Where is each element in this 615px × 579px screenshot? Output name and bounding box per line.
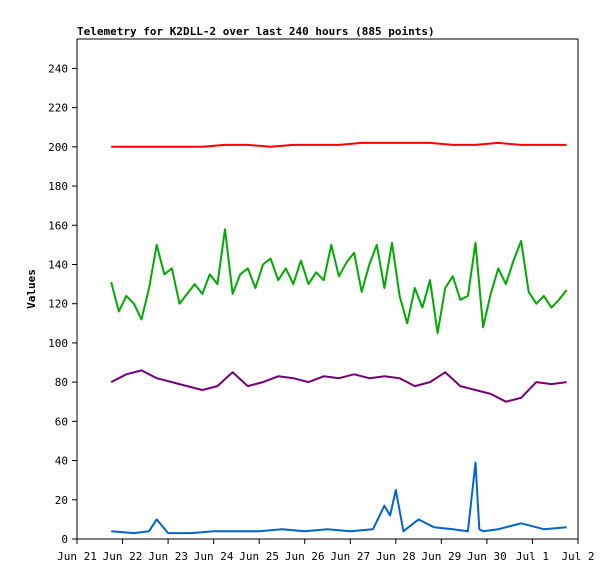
series-layer xyxy=(110,141,568,535)
y-tick-label: 60 xyxy=(55,415,68,428)
x-tick-label: Jun 28 xyxy=(376,550,416,563)
y-tick-label: 20 xyxy=(55,494,68,507)
y-tick-label: 140 xyxy=(48,258,68,271)
y-axis-label: Values xyxy=(25,269,38,309)
x-tick-label: Jun 22 xyxy=(103,550,143,563)
y-tick-label: 80 xyxy=(55,376,68,389)
y-tick-label: 100 xyxy=(48,337,68,350)
y-tick-label: 220 xyxy=(48,102,68,115)
series-line-2 xyxy=(110,228,568,335)
series-line-1 xyxy=(111,141,567,148)
y-axis: 0 20 40 60 80 100 120 140 160 180 200 220 240 xyxy=(48,62,77,546)
plot-frame xyxy=(76,38,579,540)
y-tick-label: 0 xyxy=(61,533,68,546)
x-tick-label: Jun 30 xyxy=(467,550,507,563)
y-tick-label: 180 xyxy=(48,180,68,193)
series-line-3 xyxy=(110,369,567,403)
series-line-4 xyxy=(111,461,567,535)
y-tick-label: 40 xyxy=(55,455,68,468)
y-tick-label: 120 xyxy=(48,298,68,311)
x-tick-label: Jun 25 xyxy=(239,550,279,563)
x-tick-label: Jun 27 xyxy=(330,550,370,563)
chart-title: Telemetry for K2DLL-2 over last 240 hour… xyxy=(77,25,435,38)
y-tick-label: 200 xyxy=(48,141,68,154)
y-tick-label: 240 xyxy=(48,62,68,75)
x-tick-label: Jun 21 xyxy=(57,550,97,563)
x-tick-label: Jun 24 xyxy=(194,550,234,563)
x-tick-label: Jul 2 xyxy=(561,550,594,563)
x-tick-label: Jun 23 xyxy=(148,550,188,563)
x-axis: Jun 21 Jun 22 Jun 23 Jun 24 Jun 25 Jun 26 Jun … xyxy=(57,539,595,563)
y-tick-label: 160 xyxy=(48,219,68,232)
x-tick-label: Jul 1 xyxy=(516,550,549,563)
x-tick-label: Jun 29 xyxy=(421,550,461,563)
x-tick-label: Jun 26 xyxy=(285,550,325,563)
